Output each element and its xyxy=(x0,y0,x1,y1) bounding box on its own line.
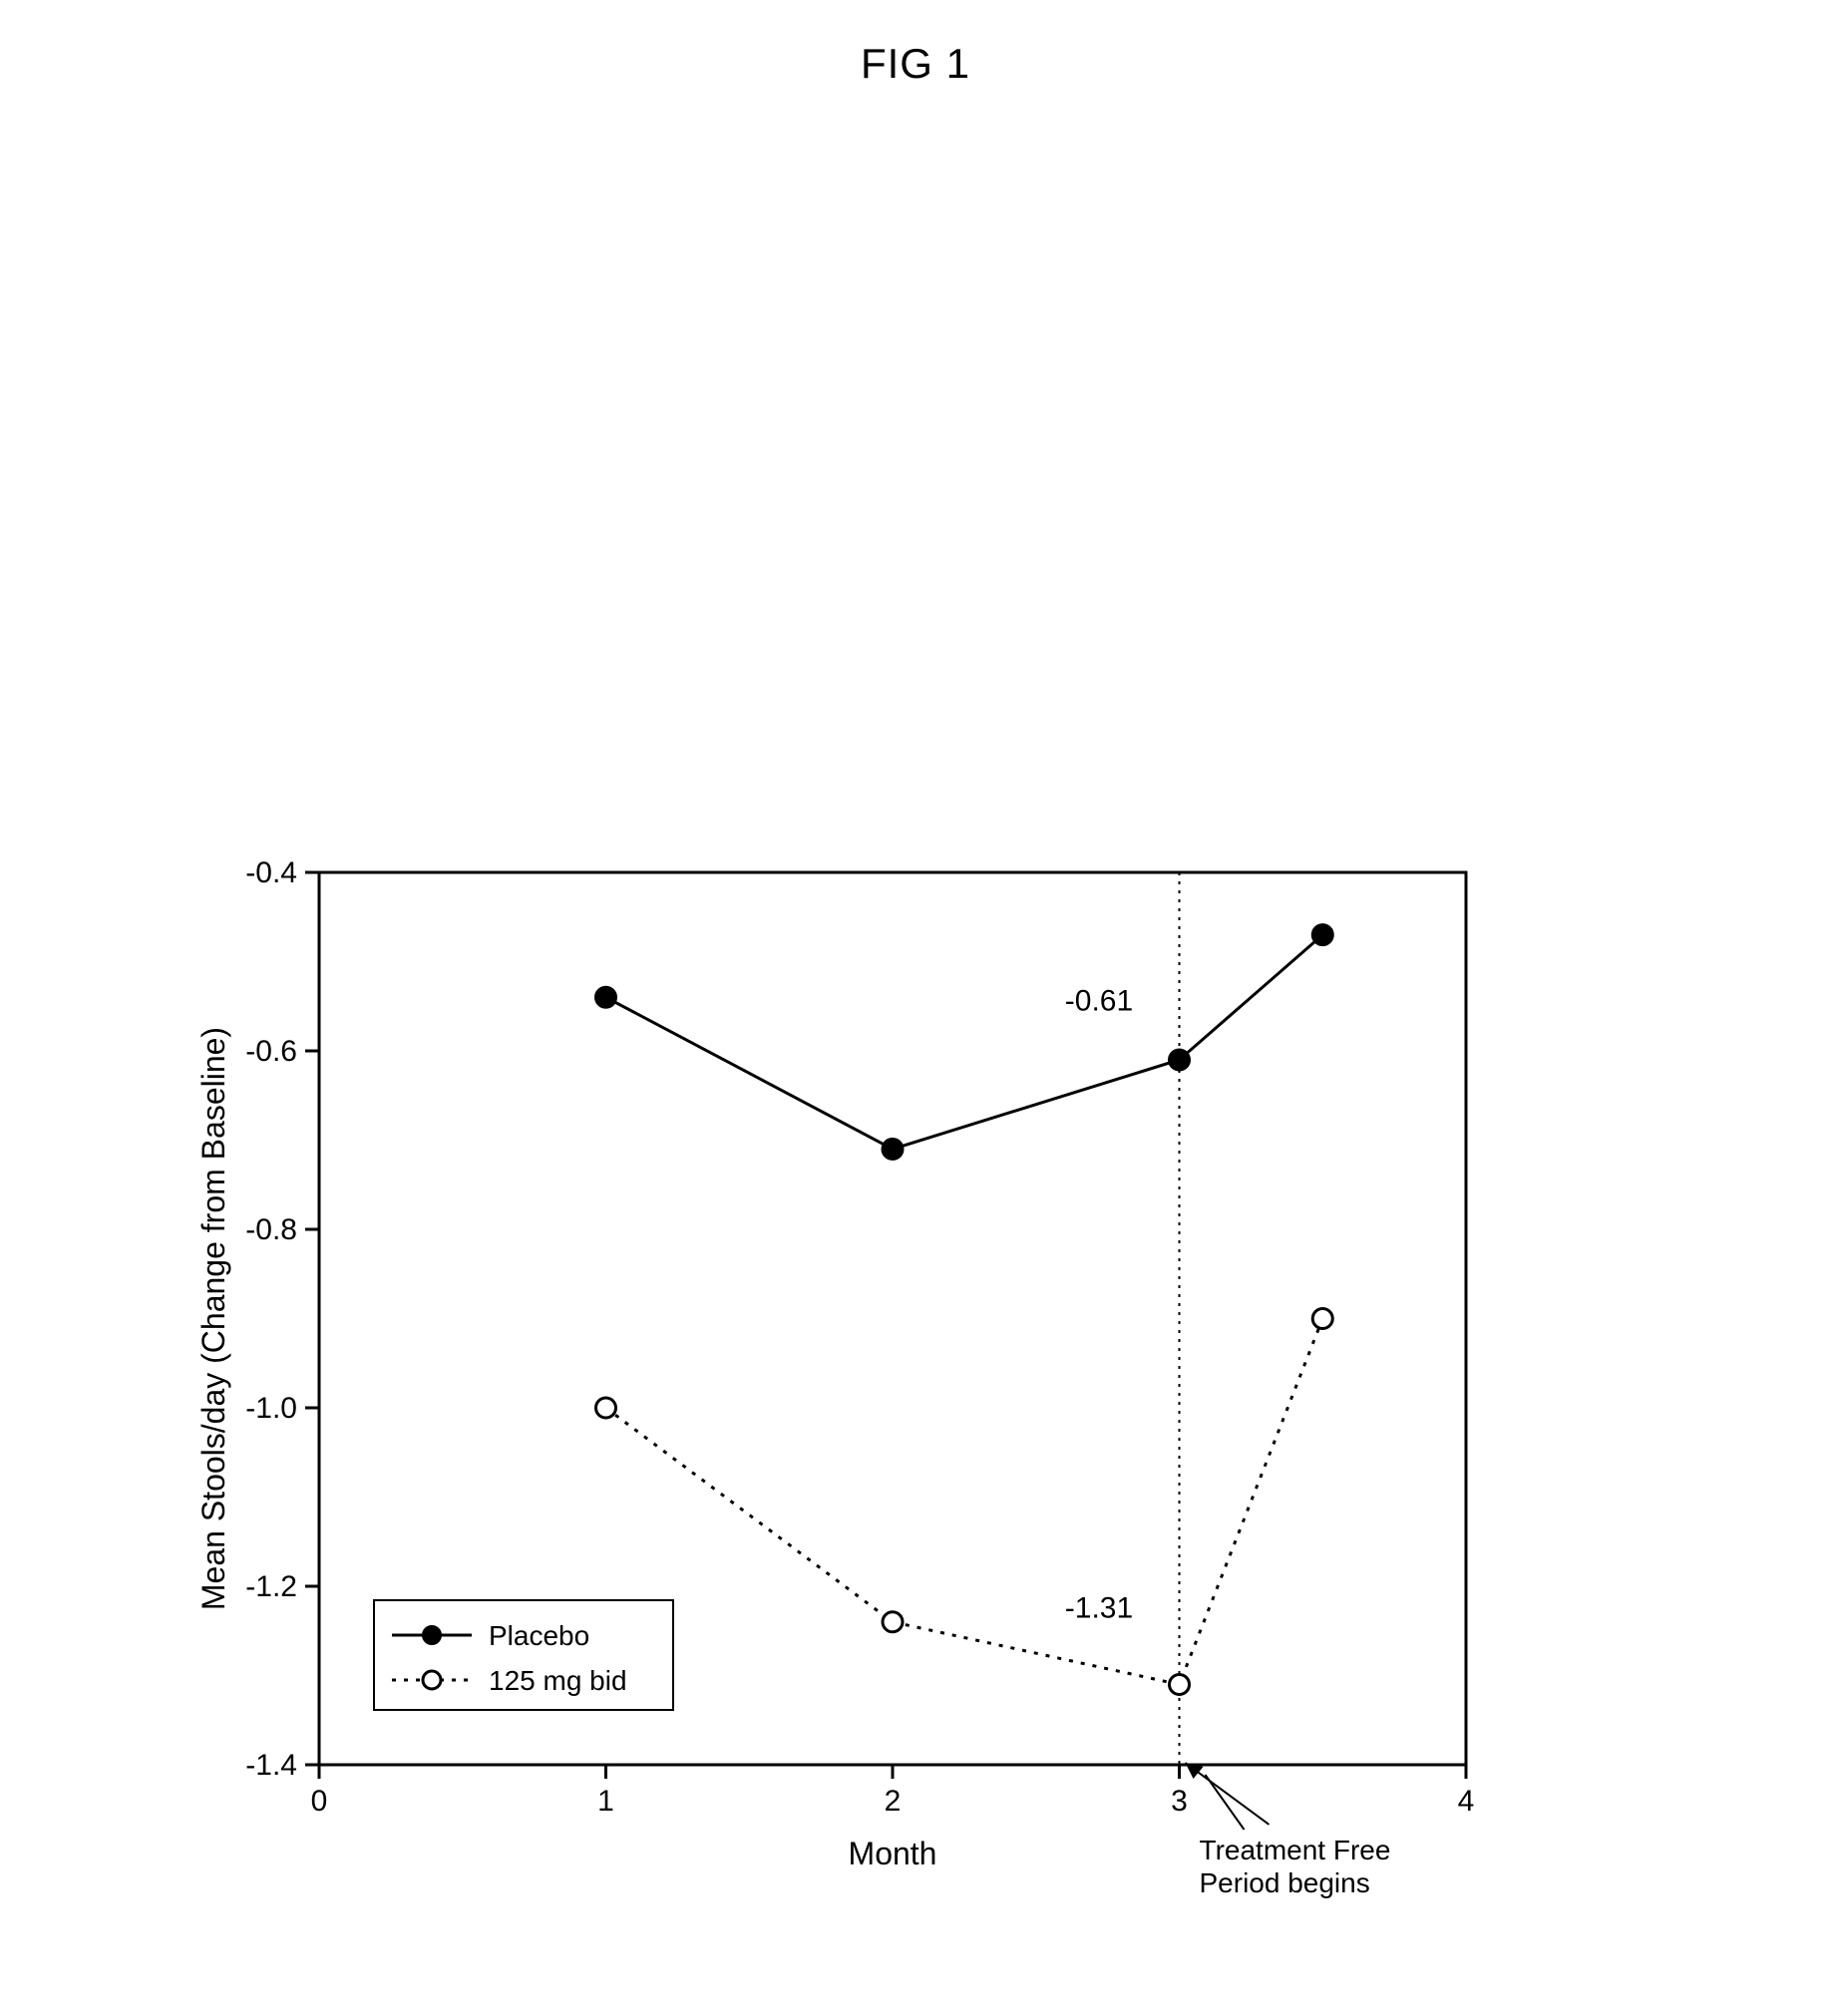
legend-swatch-marker xyxy=(423,1626,441,1644)
chart-container: -0.4 -0.6 -0.8 -1.0 -1.2 -1.4 0 1 2 3 4 Month Mean S… xyxy=(199,852,1695,1974)
ytick-label: -0.8 xyxy=(245,1213,297,1246)
point-annotation: -0.61 xyxy=(1065,985,1133,1018)
xtick-label: 0 xyxy=(311,1785,328,1818)
figure-title: FIG 1 xyxy=(0,40,1831,88)
ytick-label: -0.4 xyxy=(245,856,297,889)
legend-label: 125 mg bid xyxy=(489,1665,627,1696)
series-marker-0 xyxy=(883,1139,903,1159)
callout-text: Treatment Free xyxy=(1200,1835,1391,1865)
ytick-label: -1.4 xyxy=(245,1749,297,1782)
series-marker-1 xyxy=(883,1612,903,1632)
series-marker-0 xyxy=(596,987,616,1007)
series-marker-1 xyxy=(1312,1309,1332,1329)
point-annotation: -1.31 xyxy=(1065,1591,1133,1624)
ytick-label: -1.0 xyxy=(245,1392,297,1425)
series-marker-0 xyxy=(1170,1050,1190,1070)
legend-swatch-marker xyxy=(423,1671,441,1689)
series-marker-0 xyxy=(1312,925,1332,945)
chart-svg: -0.4 -0.6 -0.8 -1.0 -1.2 -1.4 0 1 2 3 4 Month Mean S… xyxy=(199,852,1695,1969)
ytick-label: -1.2 xyxy=(245,1570,297,1603)
xtick-label: 4 xyxy=(1458,1785,1475,1818)
legend-label: Placebo xyxy=(489,1620,589,1651)
xtick-label: 3 xyxy=(1171,1785,1188,1818)
xtick-label: 2 xyxy=(885,1785,902,1818)
callout-text: Period begins xyxy=(1200,1867,1370,1898)
y-axis-label: Mean Stools/day (Change from Baseline) xyxy=(199,1027,231,1610)
xtick-label: 1 xyxy=(597,1785,614,1818)
series-marker-1 xyxy=(596,1398,616,1418)
x-axis-label: Month xyxy=(849,1836,937,1871)
ytick-label: -0.6 xyxy=(245,1035,297,1068)
series-marker-1 xyxy=(1170,1674,1190,1694)
